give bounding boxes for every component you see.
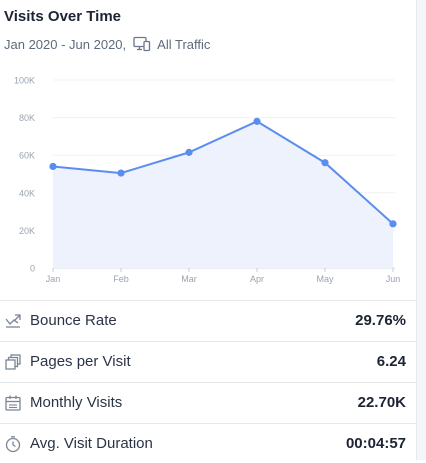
monthly-visits-value: 22.70K: [357, 394, 406, 411]
data-point-jan: [49, 162, 57, 171]
x-tick-label: Jan: [46, 274, 61, 284]
metric-row-monthly-visits: Monthly Visits 22.70K: [0, 382, 416, 422]
data-point-jun: [389, 220, 397, 228]
data-point-may: [321, 159, 329, 167]
pages-per-visit-label: Pages per Visit: [30, 353, 131, 370]
x-tick-label: May: [316, 274, 334, 284]
visit-duration-value: 00:04:57: [345, 435, 406, 452]
series-line: [52, 120, 394, 225]
bounce-rate-value: 29.76%: [355, 312, 406, 329]
panel-edge: [416, 0, 426, 460]
y-tick-label: 100K: [14, 76, 35, 86]
visit-duration-icon: [4, 435, 22, 453]
y-tick-label: 0: [30, 264, 35, 274]
x-tick-label: Jun: [386, 274, 401, 284]
pages-per-visit-value: 6.24: [376, 353, 406, 370]
area-fill: [53, 121, 393, 268]
traffic-filter-text[interactable]: All Traffic: [157, 36, 211, 52]
y-tick-label: 80K: [19, 113, 35, 123]
pages-per-visit-icon: [4, 353, 22, 371]
y-tick-label: 20K: [19, 226, 35, 236]
visit-duration-label: Avg. Visit Duration: [30, 435, 153, 452]
monthly-visits-icon: [4, 394, 22, 412]
data-point-mar: [185, 148, 193, 156]
data-point-apr: [253, 117, 261, 125]
bounce-rate-label: Bounce Rate: [30, 312, 117, 329]
panel-title: Visits Over Time: [4, 8, 122, 25]
monthly-visits-label: Monthly Visits: [30, 394, 123, 411]
devices-icon: [133, 36, 151, 52]
y-tick-label: 60K: [19, 151, 35, 161]
metric-row-pages-per-visit: Pages per Visit 6.24: [0, 341, 416, 381]
y-tick-label: 40K: [19, 188, 35, 198]
metric-row-bounce-rate: Bounce Rate 29.76%: [0, 300, 416, 340]
x-tick-label: Apr: [250, 274, 264, 284]
bounce-rate-icon: [4, 312, 22, 330]
data-point-feb: [117, 169, 125, 177]
visits-line-chart: 0 20K 40K 60K 80K 100K Jan Feb Mar Apr May Jun: [14, 76, 401, 285]
x-tick-label: Mar: [181, 274, 197, 284]
x-tick-label: Feb: [113, 274, 129, 284]
panel-subtitle: Jan 2020 - Jun 2020, All Traffic: [4, 36, 210, 52]
visits-over-time-panel: Visits Over Time Jan 2020 - Jun 2020, Al…: [0, 8, 416, 463]
metric-row-visit-duration: Avg. Visit Duration 00:04:57: [0, 423, 416, 463]
date-range-text: Jan 2020 - Jun 2020,: [4, 36, 127, 52]
